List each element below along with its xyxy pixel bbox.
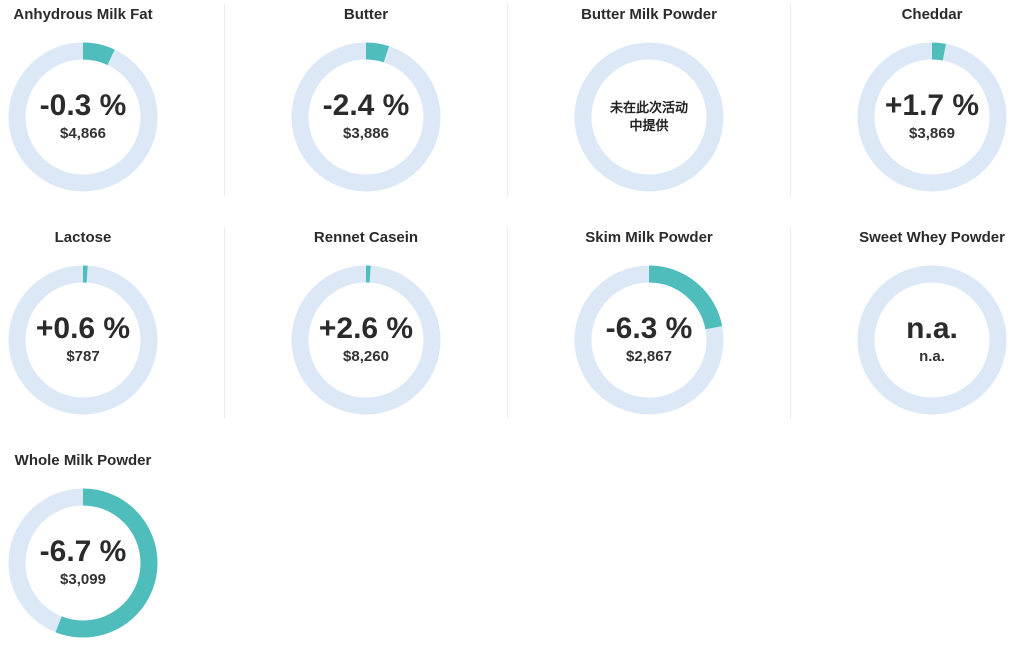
donut-chart: 未在此次活动中提供 [574, 42, 724, 192]
product-title: Skim Milk Powder [585, 229, 713, 246]
donut-center: +1.7 % $3,869 [857, 42, 1007, 192]
donut-chart: -6.3 % $2,867 [574, 265, 724, 415]
product-title: Cheddar [901, 6, 963, 23]
product-title: Sweet Whey Powder [859, 229, 1005, 246]
price-change: +1.7 % [884, 89, 980, 122]
product-card: Lactose +0.6 % $787 [0, 223, 166, 423]
donut-center: -0.3 % $4,866 [8, 42, 158, 192]
product-card: Butter -2.4 % $3,886 [283, 0, 449, 200]
product-card: Skim Milk Powder -6.3 % $2,867 [566, 223, 732, 423]
donut-svg [291, 42, 441, 192]
price-value: $4,866 [60, 125, 106, 142]
price-value: $3,886 [343, 125, 389, 142]
donut-svg [8, 488, 158, 638]
product-card: Whole Milk Powder -6.7 % $3,099 [0, 446, 166, 646]
product-title: Rennet Casein [313, 229, 419, 246]
donut-chart: +0.6 % $787 [8, 265, 158, 415]
donut-center: +2.6 % $8,260 [291, 265, 441, 415]
price-value: $8,260 [343, 348, 389, 365]
column-divider [790, 4, 791, 196]
donut-svg [574, 265, 724, 415]
product-card: Sweet Whey Powder n.a. n.a. [849, 223, 1015, 423]
donut-chart: -6.7 % $3,099 [8, 488, 158, 638]
price-value: $2,867 [626, 348, 672, 365]
donut-svg [857, 42, 1007, 192]
not-offered-note: 未在此次活动中提供 [609, 100, 688, 133]
price-change: -2.4 % [322, 89, 410, 122]
donut-arc [8, 265, 158, 415]
donut-arc [857, 42, 1007, 192]
price-change: +0.6 % [35, 312, 131, 345]
donut-chart: -0.3 % $4,866 [8, 42, 158, 192]
donut-center: -2.4 % $3,886 [291, 42, 441, 192]
donut-arc [291, 265, 441, 415]
product-card: Cheddar +1.7 % $3,869 [849, 0, 1015, 200]
product-title: Lactose [54, 229, 112, 246]
donut-svg [291, 265, 441, 415]
product-card: Anhydrous Milk Fat -0.3 % $4,866 [0, 0, 166, 200]
price-change: n.a. [906, 312, 958, 345]
donut-arc [291, 42, 441, 192]
donut-track [857, 265, 1007, 415]
column-divider [790, 227, 791, 419]
donut-center: +0.6 % $787 [8, 265, 158, 415]
product-card: Rennet Casein +2.6 % $8,260 [283, 223, 449, 423]
price-value: n.a. [919, 348, 945, 365]
donut-center: 未在此次活动中提供 [574, 42, 724, 192]
donut-svg [8, 42, 158, 192]
column-divider [507, 227, 508, 419]
product-title: Anhydrous Milk Fat [13, 6, 153, 23]
donut-svg [8, 265, 158, 415]
donut-center: -6.3 % $2,867 [574, 265, 724, 415]
donut-track [574, 42, 724, 192]
donut-svg [857, 265, 1007, 415]
product-card: Butter Milk Powder 未在此次活动中提供 [566, 0, 732, 200]
price-value: $787 [66, 348, 100, 365]
donut-arc [574, 265, 724, 415]
price-value: $3,869 [909, 125, 955, 142]
column-divider [224, 4, 225, 196]
donut-chart: -2.4 % $3,886 [291, 42, 441, 192]
column-divider [507, 4, 508, 196]
product-title: Whole Milk Powder [14, 452, 152, 469]
price-value: $3,099 [60, 571, 106, 588]
donut-center: -6.7 % $3,099 [8, 488, 158, 638]
product-title: Butter [343, 6, 389, 23]
price-change: +2.6 % [318, 312, 414, 345]
product-title: Butter Milk Powder [581, 6, 717, 23]
donut-center: n.a. n.a. [857, 265, 1007, 415]
price-change: -6.7 % [39, 535, 127, 568]
donut-arc [8, 42, 158, 192]
donut-svg [574, 42, 724, 192]
donut-arc [8, 488, 158, 638]
column-divider [224, 227, 225, 419]
donut-chart: +1.7 % $3,869 [857, 42, 1007, 192]
price-change: -6.3 % [605, 312, 693, 345]
price-change: -0.3 % [39, 89, 127, 122]
donut-chart: +2.6 % $8,260 [291, 265, 441, 415]
donut-chart: n.a. n.a. [857, 265, 1007, 415]
